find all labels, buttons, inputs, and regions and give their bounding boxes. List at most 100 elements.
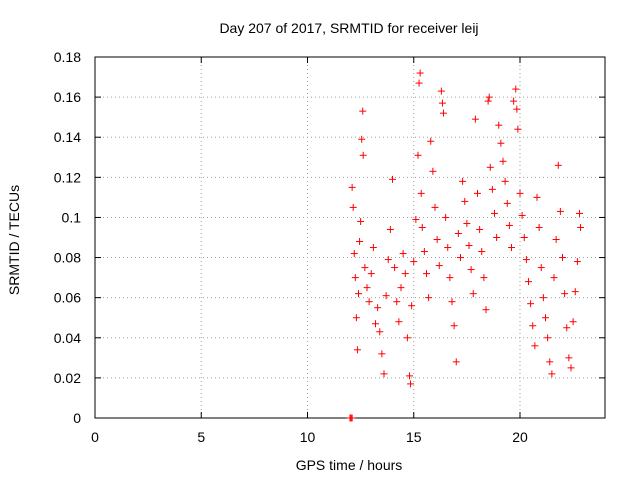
data-point [563,324,571,332]
data-point [546,358,554,366]
data-point [569,318,577,326]
data-point [427,137,435,145]
data-point [452,358,460,366]
data-point [516,189,524,197]
data-point [442,213,450,221]
data-point [374,304,382,312]
data-point [501,177,509,185]
data-point [463,219,471,227]
y-tick-label: 0.08 [54,250,81,266]
data-point [518,211,526,219]
grid [95,57,605,418]
data-point [358,135,366,143]
data-point [437,87,445,95]
x-axis-label: GPS time / hours [296,457,403,473]
data-point [513,105,521,113]
data-point [533,193,541,201]
data-point [406,372,413,380]
x-tick-label: 15 [406,429,422,445]
data-point [495,121,503,129]
y-tick-label: 0.02 [54,370,81,386]
y-tick-label: 0.12 [54,169,81,185]
data-point [353,346,361,354]
data-point [418,223,426,231]
data-point [573,258,581,266]
data-point [435,262,443,270]
data-point [535,223,543,231]
data-point [485,93,493,101]
data-point [357,217,365,225]
data-point [403,334,411,342]
data-point [395,318,403,326]
data-point [431,203,439,211]
data-point [369,244,377,252]
data-point [348,183,356,191]
y-tick-label: 0.14 [54,129,81,145]
y-tick-label: 0.06 [54,290,81,306]
data-point [531,342,539,350]
data-point [407,380,415,388]
data-point [469,290,477,298]
data-point [561,290,569,298]
data-point [499,157,507,165]
data-point [559,254,566,262]
data-point [386,225,394,233]
data-point [510,97,518,105]
data-point [382,292,390,300]
data-point [525,278,532,286]
data-point [393,298,401,306]
data-point [363,284,371,292]
data-point [542,314,549,322]
data-point [503,199,511,207]
data-point [550,274,558,282]
data-point [438,99,446,107]
data-point [467,266,475,274]
data-point [484,97,492,105]
data-point [359,151,367,159]
data-point [478,248,486,256]
data-point [493,234,501,241]
data-point [508,244,515,252]
data-point [417,189,425,197]
data-point [537,264,545,272]
data-point [512,85,520,93]
data-point [384,256,392,264]
y-tick-label: 0.1 [62,209,82,225]
data-point [414,151,422,159]
data-point [461,197,469,205]
data-point [425,294,433,302]
y-tick-label: 0.04 [54,330,81,346]
ticks: 0 5 10 15 20 0 0.02 0.04 0.06 0.08 0.1 0.12 0.14 0.16… [54,49,605,445]
data-point [399,250,407,258]
x-tick-label: 10 [300,429,316,445]
data-point [491,209,498,217]
data-point [397,284,405,292]
data-point [416,69,424,77]
data-point [359,107,367,115]
data-point [529,322,537,330]
data-point [567,364,575,372]
y-tick-label: 0.18 [54,49,81,65]
data-point [380,370,388,378]
data-point [527,300,535,308]
data-point [350,250,358,258]
data-point [544,334,552,342]
data-point [378,350,386,358]
data-point [556,207,564,215]
data-point [465,242,473,250]
x-tick-label: 20 [512,429,528,445]
data-point [577,223,585,231]
data-point [356,238,364,246]
data-point [520,234,528,241]
plot-frame [94,56,606,419]
data-point [349,203,357,211]
data-point [444,244,452,252]
data-point [410,258,418,266]
x-tick-label: 0 [91,429,99,445]
data-point [408,302,416,310]
data-point [474,189,481,197]
data-point [423,270,430,278]
data-point [446,274,454,282]
data-point [365,298,373,306]
data-point [497,139,505,147]
